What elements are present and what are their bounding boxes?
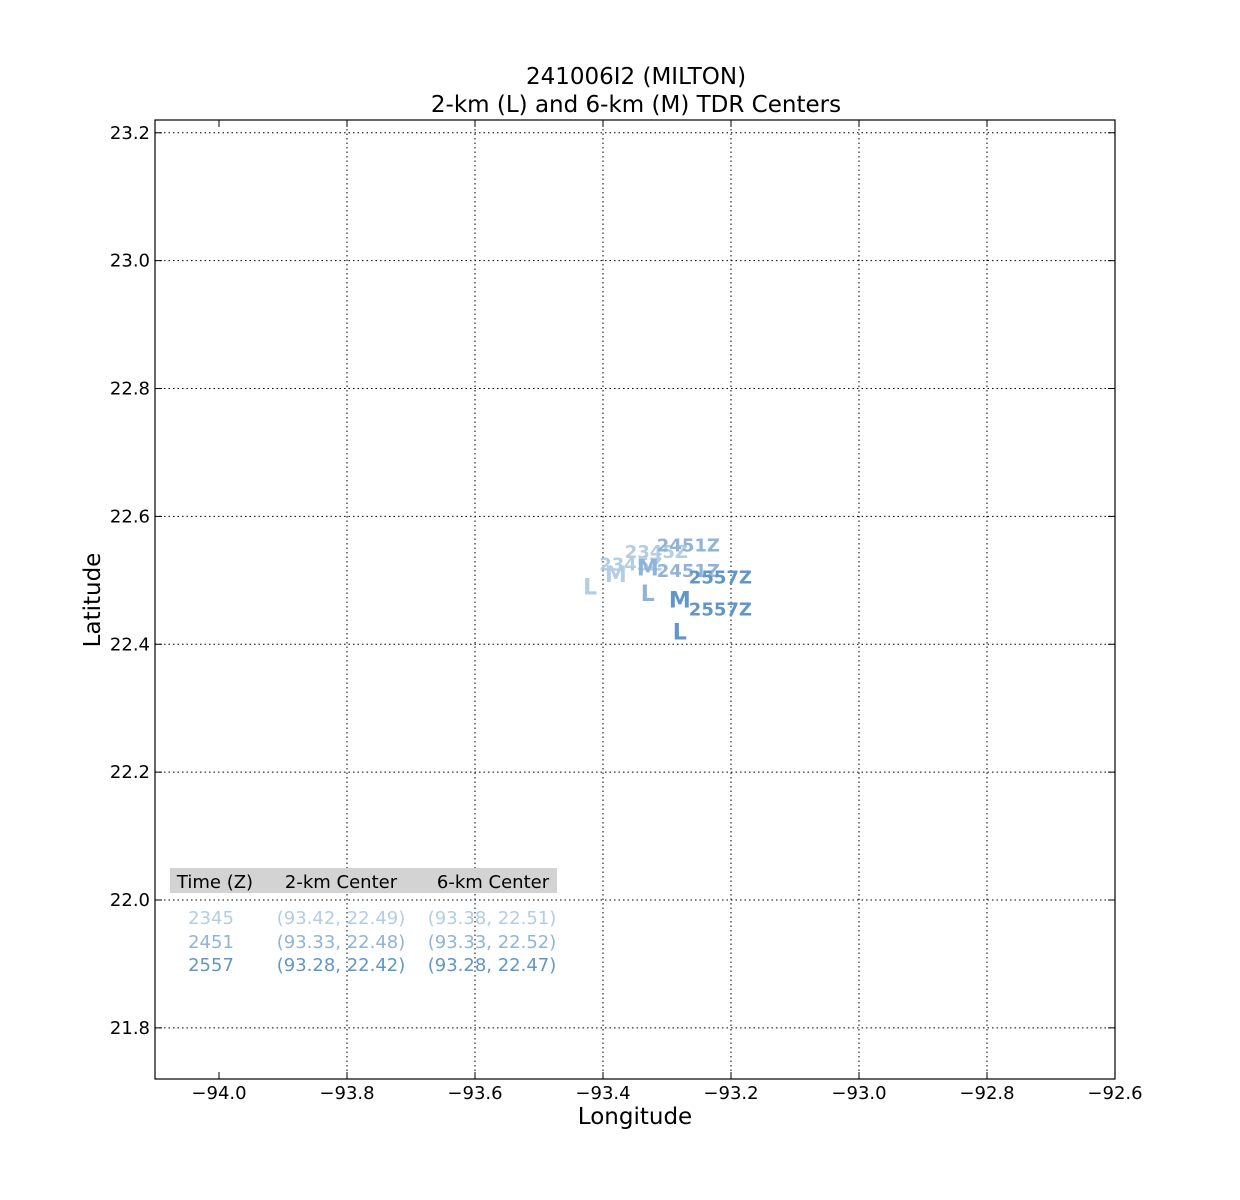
y-tick-label: 23.2: [110, 123, 150, 144]
x-tick-label: −93.0: [831, 1083, 886, 1104]
table-cell-time: 2557: [188, 955, 234, 976]
axis-ticks: −94.0 −93.8 −93.6 −93.4 −93.2 −93.0 −92.8 −92.6…: [110, 120, 1143, 1104]
time-label-6km: 2451Z: [657, 536, 720, 557]
marker-2km-center: L: [583, 576, 597, 601]
table-cell-2km-center: (93.33, 22.48): [277, 932, 406, 953]
marker-6km-center: M: [637, 557, 659, 582]
marker-6km-center: M: [605, 563, 627, 588]
y-axis-label: Latitude: [80, 553, 106, 648]
table-header-background: [170, 868, 557, 893]
table-cell-2km-center: (93.42, 22.49): [277, 908, 406, 929]
table-header-cell: Time (Z): [176, 872, 253, 893]
y-tick-label: 22.0: [110, 890, 150, 911]
table-header-cell: 6-km Center: [437, 872, 550, 893]
marker-2km-center: L: [641, 582, 655, 607]
y-tick-label: 22.4: [110, 634, 150, 655]
table-cell-time: 2451: [188, 932, 234, 953]
time-label-6km: 2345Z: [625, 542, 688, 563]
x-axis-label: Longitude: [578, 1104, 692, 1130]
marker-2km-center: L: [673, 620, 687, 645]
table-cell-6km-center: (93.33, 22.52): [428, 932, 557, 953]
time-label-6km: 2557Z: [689, 568, 752, 589]
table-cell-2km-center: (93.28, 22.42): [277, 955, 406, 976]
y-tick-label: 23.0: [110, 251, 150, 272]
x-tick-label: −92.6: [1087, 1083, 1142, 1104]
table-header-cell: 2-km Center: [285, 872, 398, 893]
x-tick-label: −92.8: [959, 1083, 1014, 1104]
table-cell-time: 2345: [188, 908, 234, 929]
x-tick-label: −93.4: [575, 1083, 630, 1104]
table-cell-6km-center: (93.38, 22.51): [428, 908, 557, 929]
y-tick-label: 21.8: [110, 1018, 150, 1039]
y-tick-label: 22.2: [110, 762, 150, 783]
plot-frame: [154, 119, 1116, 1080]
x-tick-label: −93.2: [703, 1083, 758, 1104]
y-tick-label: 22.8: [110, 379, 150, 400]
table-cell-6km-center: (93.28, 22.47): [428, 955, 557, 976]
y-tick-label: 22.6: [110, 506, 150, 527]
marker-6km-center: M: [669, 589, 691, 614]
time-label-2km: 2451Z: [657, 561, 720, 582]
x-tick-label: −93.6: [447, 1083, 502, 1104]
chart-title: 241006I2 (MILTON): [526, 64, 746, 90]
time-label-2km: 2345Z: [599, 555, 662, 576]
chart-subtitle: 2-km (L) and 6-km (M) TDR Centers: [431, 92, 841, 118]
x-tick-label: −93.8: [319, 1083, 374, 1104]
x-tick-label: −94.0: [191, 1083, 246, 1104]
time-label-2km: 2557Z: [689, 599, 752, 620]
centers-table: Time (Z) 2-km Center 6-km Center 2345 (93.42…: [170, 868, 557, 976]
